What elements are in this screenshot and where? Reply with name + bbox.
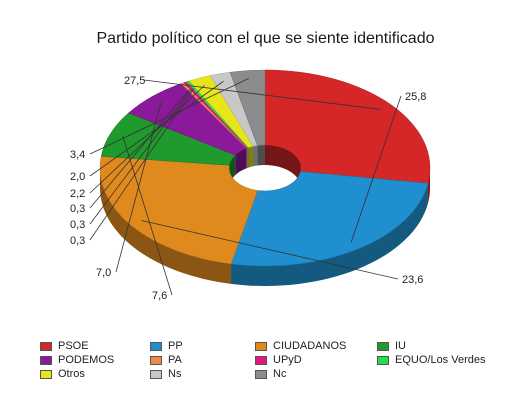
legend-label: PSOE: [58, 340, 89, 352]
value-label: 0,3: [70, 235, 85, 247]
slice-inner-nc: [257, 145, 265, 166]
legend-label: Otros: [58, 368, 85, 380]
legend-item: Ns: [150, 368, 181, 380]
donut-chart: 27,5 25,8 23,6 7,6 7,0 0,3 0,3 0,3 2,2 2,0 3,4: [70, 69, 431, 302]
value-label: 2,0: [70, 171, 85, 183]
legend-label: Nc: [273, 368, 287, 380]
legend-item: PP: [150, 340, 183, 352]
leader-line: [89, 89, 190, 209]
legend-swatch: [150, 341, 162, 351]
leader-line: [89, 84, 205, 194]
leader-lines: [89, 77, 402, 296]
value-label: 27,5: [124, 75, 145, 87]
legend-label: IU: [395, 340, 406, 352]
legend-item: PODEMOS: [40, 354, 114, 366]
legend-swatch: [377, 341, 389, 351]
slice-side-pp: [231, 183, 428, 286]
donut-top-layer: [99, 69, 431, 267]
value-label: 23,6: [402, 274, 423, 286]
value-label: 7,6: [152, 290, 167, 302]
slice-inner-psoe: [265, 145, 301, 188]
slice-psoe: [264, 69, 431, 184]
legend-swatch: [255, 369, 267, 379]
legend-swatch: [150, 355, 162, 365]
legend-item: PA: [150, 354, 182, 366]
leader-line: [122, 136, 173, 296]
chart-title: Partido político con el que se siente id…: [96, 30, 435, 47]
legend-label: PA: [168, 354, 182, 366]
legend-item: Otros: [40, 368, 85, 380]
legend-item: PSOE: [40, 340, 89, 352]
value-labels: 27,5 25,8 23,6 7,6 7,0 0,3 0,3 0,3 2,2 2,0 3,4: [70, 75, 426, 302]
legend-swatch: [40, 341, 52, 351]
legend-item: Nc: [255, 368, 286, 380]
leader-line: [89, 80, 224, 177]
slice-side-ciudadanos: [100, 168, 232, 284]
slice-inner-pa: [246, 147, 248, 169]
value-label: 0,3: [70, 203, 85, 215]
leader-line: [350, 95, 402, 243]
legend-item: UPyD: [255, 354, 302, 366]
value-label: 0,3: [70, 219, 85, 231]
slice-pp: [230, 171, 429, 267]
value-label: 2,2: [70, 188, 85, 200]
legend-swatch: [150, 369, 162, 379]
legend-item: IU: [377, 340, 406, 352]
legend-swatch: [40, 369, 52, 379]
slice-inner-otros: [248, 146, 254, 168]
value-label: 3,4: [70, 149, 85, 161]
slice-nc: [229, 69, 266, 146]
legend-label: PP: [168, 340, 183, 352]
legend-label: PODEMOS: [58, 354, 115, 366]
legend-swatch: [255, 341, 267, 351]
leader-line: [89, 88, 192, 225]
legend-swatch: [40, 355, 52, 365]
donut-depth-layer: [100, 145, 430, 286]
leader-line: [141, 220, 399, 280]
leader-line: [143, 79, 381, 110]
slice-inner-equo-los-verdes: [247, 147, 249, 168]
slice-inner-podemos: [235, 148, 247, 176]
legend-label: CIUDADANOS: [273, 340, 347, 352]
legend-label: EQUO/Los Verdes: [395, 354, 486, 366]
legend-label: Ns: [168, 368, 182, 380]
legend-item: EQUO/Los Verdes: [377, 354, 486, 366]
legend-label: UPyD: [273, 354, 302, 366]
slice-inner-upyd: [247, 147, 248, 168]
legend-item: CIUDADANOS: [255, 340, 346, 352]
legend-swatch: [255, 355, 267, 365]
value-label: 7,0: [96, 267, 111, 279]
slice-inner-ns: [253, 145, 258, 167]
legend-swatch: [377, 355, 389, 365]
leader-line: [89, 88, 195, 241]
leader-line: [89, 77, 249, 155]
value-label: 25,8: [405, 91, 426, 103]
